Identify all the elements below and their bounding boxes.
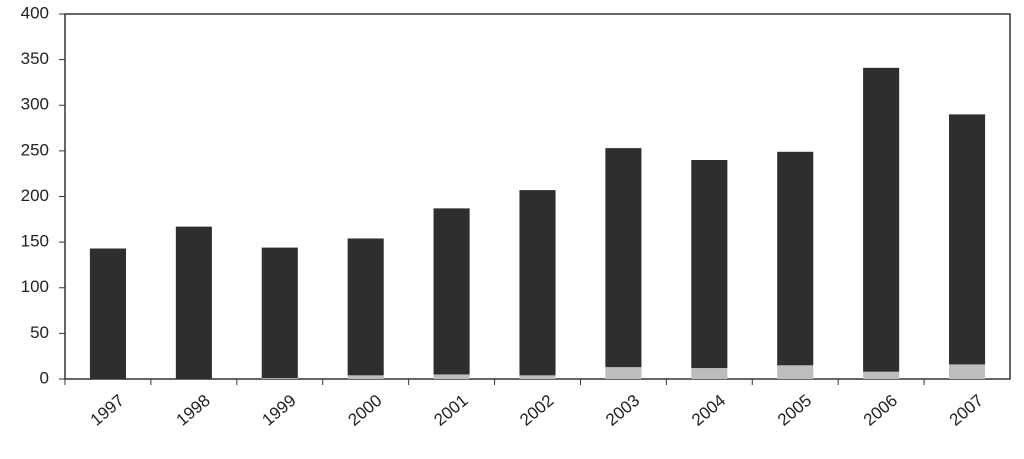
bar-segment	[261, 378, 298, 379]
x-tick-label: 2006	[860, 391, 901, 430]
bar-segment	[777, 151, 814, 366]
x-tick-label: 2004	[688, 391, 729, 430]
bar-segment	[519, 190, 556, 376]
bar-segment	[949, 364, 986, 379]
x-tick-label: 2003	[602, 391, 643, 430]
x-tick-label: 1998	[173, 391, 214, 430]
bar-segment	[605, 367, 642, 379]
bar-segment	[347, 375, 384, 379]
bar-segment	[777, 365, 814, 379]
bar-segment	[433, 208, 470, 375]
x-tick-label: 2007	[946, 391, 987, 430]
y-tick-label: 350	[21, 49, 49, 68]
x-tick-label: 2000	[344, 391, 385, 430]
bar-segment	[261, 247, 298, 379]
bar-segment	[433, 374, 470, 379]
y-tick-label: 0	[40, 368, 49, 387]
y-tick-label: 50	[30, 323, 49, 342]
bar-segment	[691, 160, 728, 369]
bar-segment	[863, 371, 900, 379]
x-tick-label: 1997	[87, 391, 128, 430]
bar-segment	[347, 238, 384, 376]
bar-segment	[519, 375, 556, 379]
bar-segment	[691, 368, 728, 379]
bar-segment	[89, 248, 126, 379]
y-tick-label: 250	[21, 140, 49, 159]
x-tick-label: 2001	[430, 391, 471, 430]
y-tick-label: 300	[21, 95, 49, 114]
bar-segment	[175, 226, 212, 379]
bar-segment	[863, 67, 900, 372]
y-tick-label: 150	[21, 232, 49, 251]
y-tick-label: 200	[21, 186, 49, 205]
bar-segment	[605, 148, 642, 368]
y-tick-label: 400	[21, 3, 49, 22]
y-tick-label: 100	[21, 277, 49, 296]
x-tick-label: 1999	[259, 391, 300, 430]
x-tick-label: 2002	[516, 391, 557, 430]
x-tick-label: 2005	[774, 391, 815, 430]
bar-segment	[949, 114, 986, 365]
